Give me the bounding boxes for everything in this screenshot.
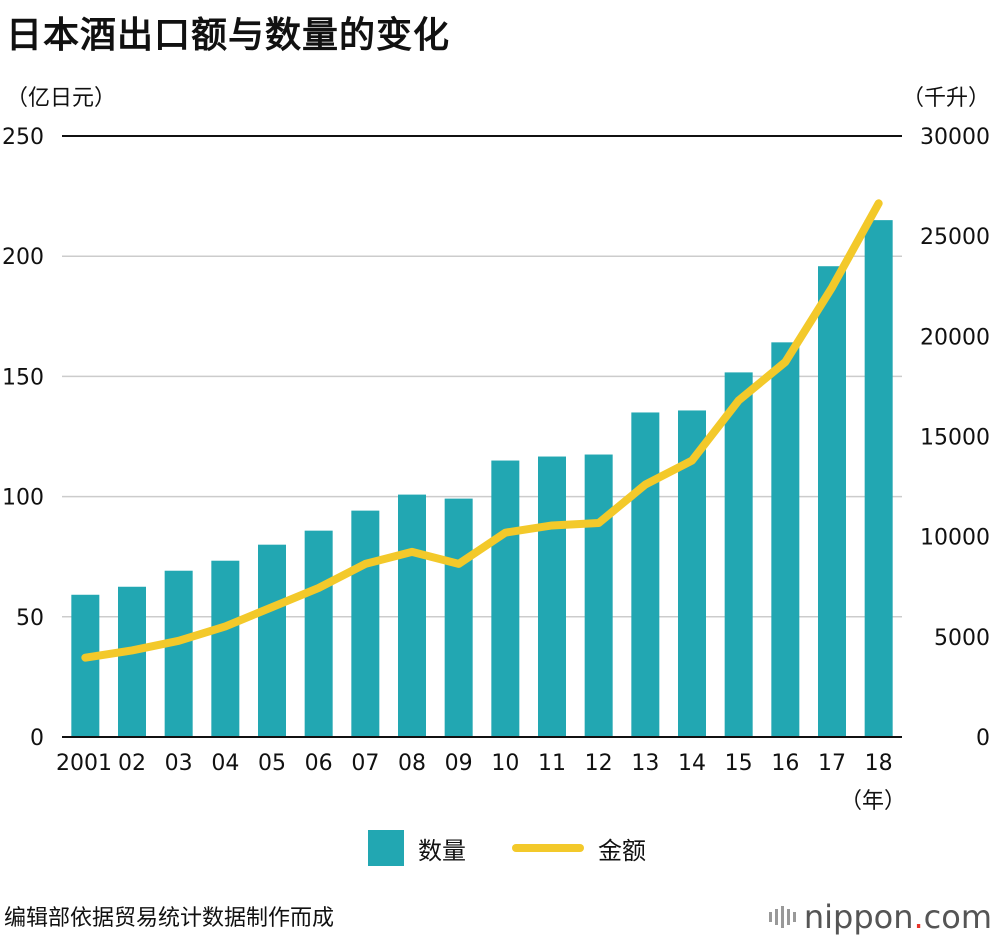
- bar-17: [818, 266, 846, 737]
- bar-10: [491, 460, 520, 737]
- left-tick-label-4: 200: [2, 245, 44, 270]
- right-tick-label-5: 25000: [920, 225, 990, 250]
- bar-11: [538, 456, 566, 737]
- legend-label-quantity: 数量: [418, 836, 466, 865]
- right-axis-unit: （千升）: [901, 86, 990, 111]
- bar-05: [258, 544, 286, 737]
- brand-logo[interactable]: nippon. com: [768, 898, 992, 936]
- source-note: 编辑部依据贸易统计数据制作而成: [4, 906, 335, 931]
- x-tick-label-08: 08: [398, 751, 426, 776]
- x-tick-label-2001: 2001: [56, 751, 112, 776]
- x-tick-label-16: 16: [771, 751, 799, 776]
- brand-name: nippon: [803, 898, 914, 936]
- legend-bar-swatch: [368, 830, 404, 866]
- bar-03: [164, 570, 193, 737]
- x-tick-label-15: 15: [725, 751, 753, 776]
- x-tick-label-10: 10: [491, 751, 519, 776]
- x-tick-label-07: 07: [351, 751, 379, 776]
- x-tick-label-09: 09: [445, 751, 473, 776]
- bar-2001: [71, 594, 100, 737]
- left-tick-label-2: 100: [2, 486, 44, 511]
- x-tick-label-06: 06: [305, 751, 333, 776]
- legend-label-amount: 金额: [598, 836, 646, 865]
- brand-mark-icon: [768, 906, 796, 928]
- x-tick-label-05: 05: [258, 751, 286, 776]
- left-tick-label-1: 50: [16, 606, 44, 631]
- bar-16: [771, 342, 800, 737]
- x-tick-label-18: 18: [865, 751, 893, 776]
- x-tick-label-13: 13: [631, 751, 659, 776]
- bar-13: [631, 412, 660, 737]
- left-tick-label-5: 250: [2, 125, 44, 150]
- brand-dot: .: [913, 898, 924, 936]
- right-tick-label-6: 30000: [920, 125, 990, 150]
- brand-tld: com: [923, 898, 992, 936]
- bar-08: [398, 494, 426, 737]
- left-axis-unit: （亿日元）: [6, 86, 117, 111]
- bar-09: [444, 498, 473, 737]
- right-tick-label-4: 20000: [920, 325, 990, 350]
- x-tick-label-04: 04: [211, 751, 239, 776]
- right-tick-label-3: 15000: [920, 426, 990, 451]
- legend-item-quantity: 数量: [368, 828, 466, 868]
- bar-07: [351, 510, 380, 737]
- bar-02: [118, 586, 146, 737]
- x-tick-label-12: 12: [585, 751, 613, 776]
- x-tick-label-14: 14: [678, 751, 706, 776]
- bar-06: [304, 530, 333, 737]
- chart-canvas: 0501001502002500500010000150002000025000…: [2, 125, 990, 814]
- legend: 数量 金额: [0, 828, 1000, 868]
- right-tick-label-1: 5000: [934, 626, 990, 651]
- amount-line: [81, 199, 883, 662]
- left-tick-label-3: 150: [2, 365, 44, 390]
- x-axis-unit: （年）: [840, 789, 906, 814]
- right-tick-label-0: 0: [976, 726, 990, 751]
- x-tick-label-02: 02: [118, 751, 146, 776]
- x-tick-label-17: 17: [818, 751, 846, 776]
- chart-title: 日本酒出口额与数量的变化: [6, 15, 451, 56]
- bar-12: [584, 454, 613, 737]
- right-tick-label-2: 10000: [920, 526, 990, 551]
- x-tick-label-11: 11: [538, 751, 566, 776]
- bar-15: [724, 372, 753, 737]
- left-tick-label-0: 0: [30, 726, 44, 751]
- legend-line-swatch: [512, 844, 584, 852]
- legend-item-amount: 金额: [512, 828, 646, 868]
- bar-04: [211, 560, 240, 737]
- bar-18: [864, 220, 893, 737]
- x-tick-label-03: 03: [165, 751, 193, 776]
